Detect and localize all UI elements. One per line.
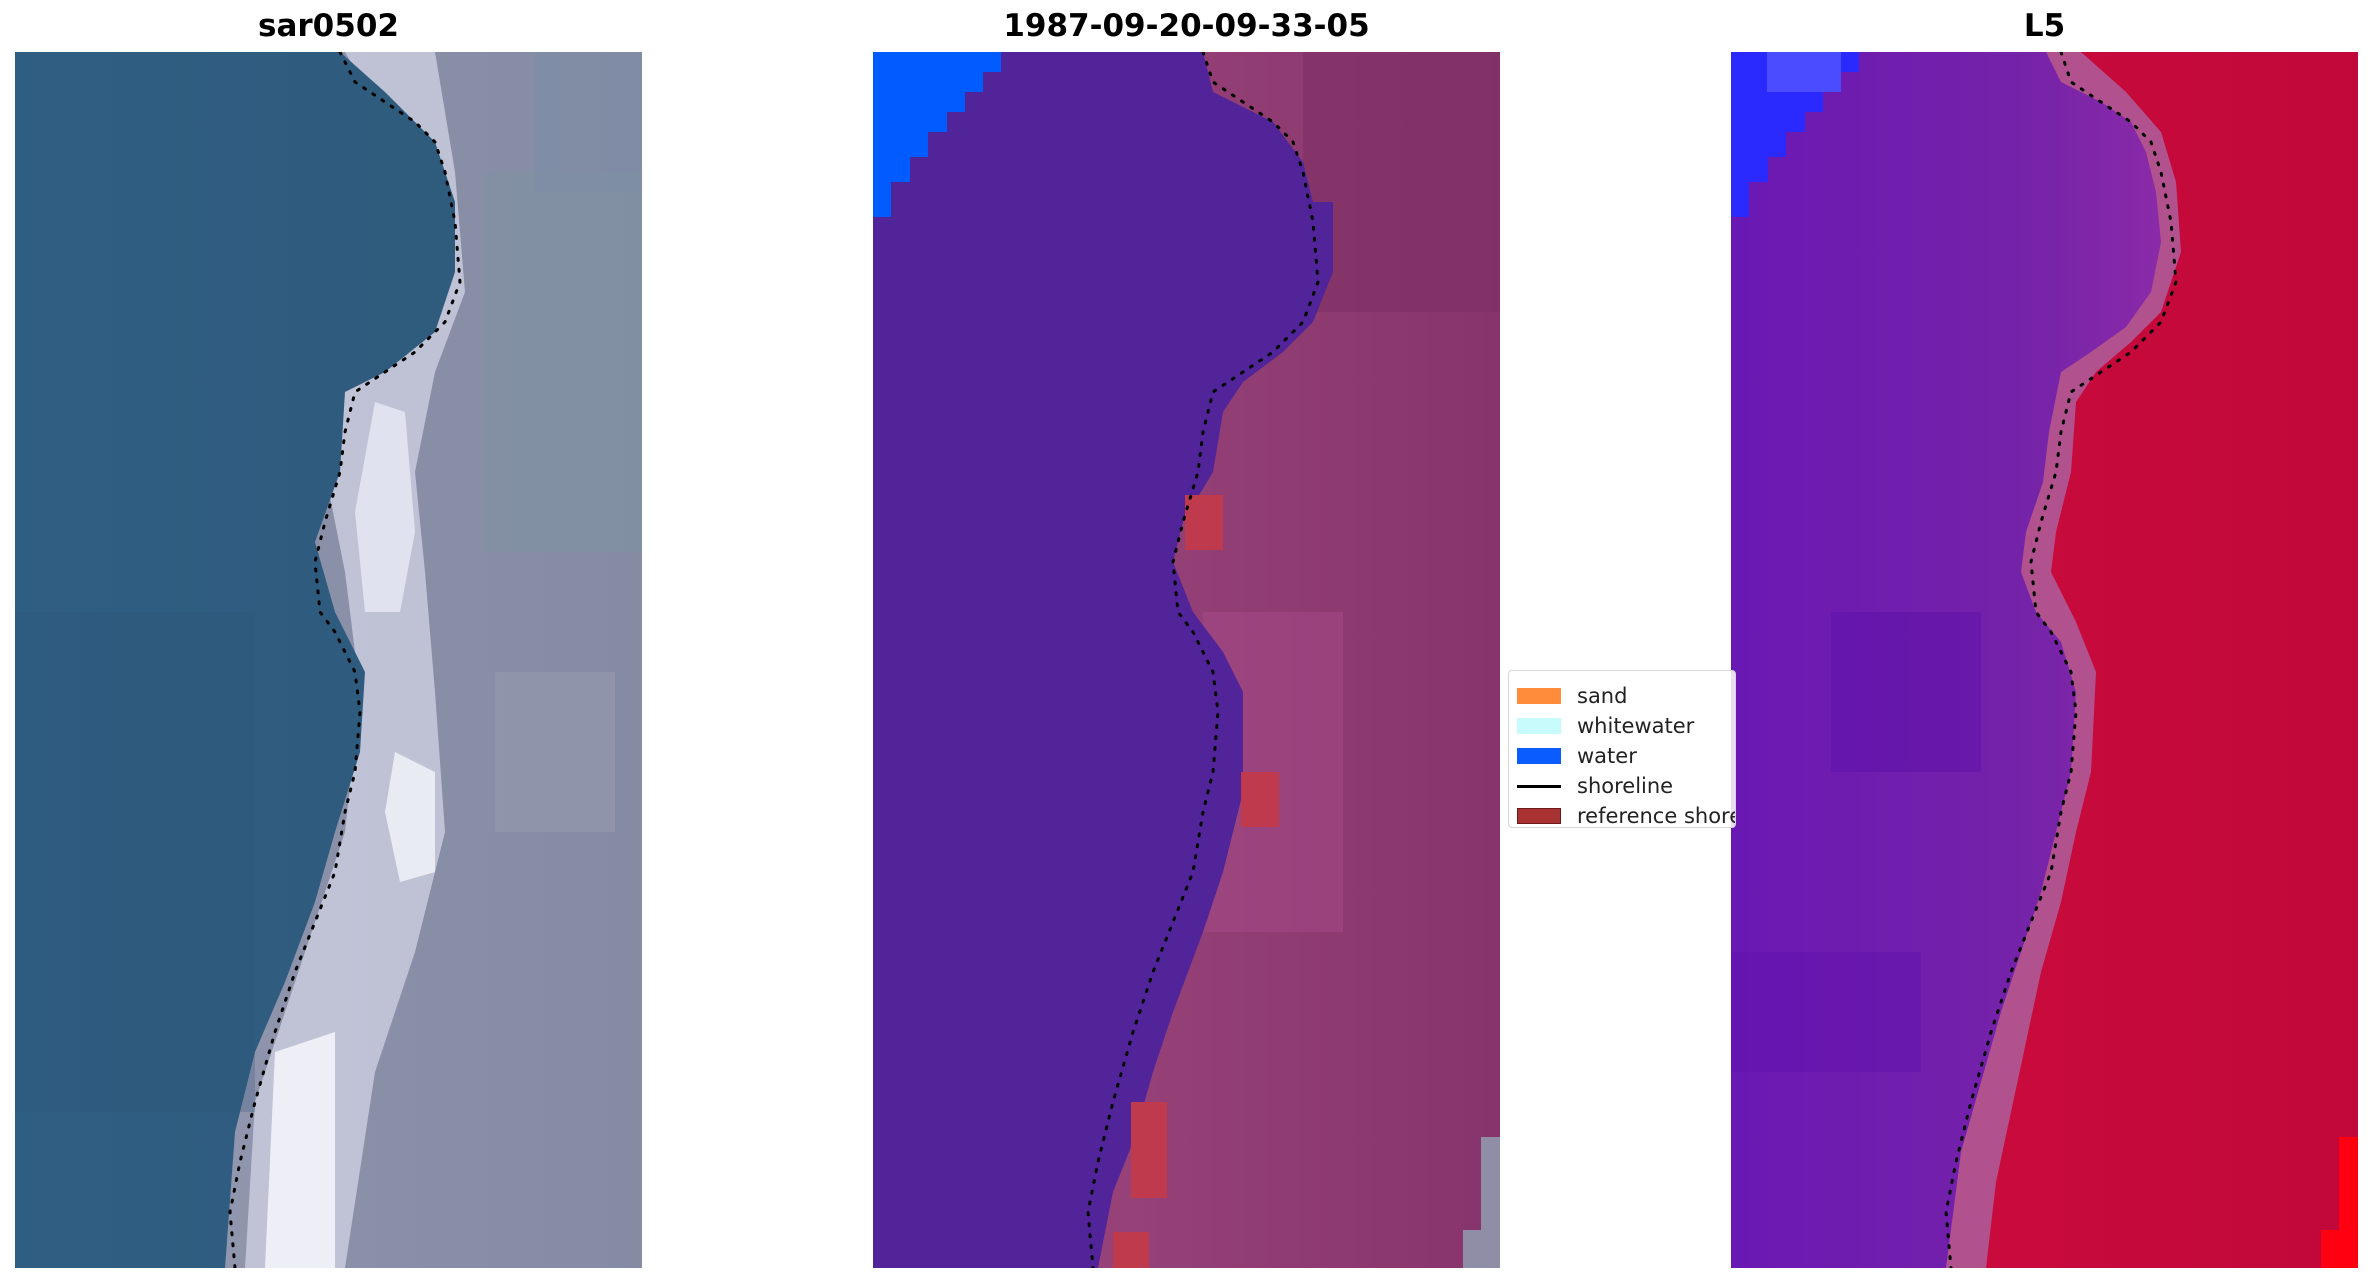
legend-item-water: water (1517, 741, 1735, 771)
index-blue-highlight (1767, 52, 1841, 92)
classified-image-panel (873, 52, 1500, 1268)
classified-image (873, 52, 1500, 1268)
rgb-image-panel (15, 52, 642, 1268)
rgb-surf-band (245, 52, 465, 1268)
reference-shoreline-patch (1113, 1232, 1149, 1268)
classified-land-patch (1303, 52, 1500, 312)
legend-swatch-reference-shoreline (1517, 808, 1561, 824)
legend-label: sand (1577, 684, 1628, 708)
rgb-surf-highlight (385, 752, 435, 882)
index-water-shade (1831, 612, 1981, 772)
legend-swatch-water (1517, 748, 1561, 764)
reference-shoreline-patch (1131, 1102, 1167, 1198)
rgb-image (15, 52, 642, 1268)
legend-swatch-sand (1517, 688, 1561, 704)
classified-water-area (873, 52, 1333, 1268)
classified-water-class (873, 52, 1001, 217)
rgb-water-shade (15, 612, 255, 1112)
panel-title-rgb: sar0502 (258, 8, 399, 44)
index-red-pixels (2321, 1137, 2358, 1268)
rgb-surf-highlight (265, 1032, 335, 1268)
index-image (1731, 52, 2358, 1268)
classified-gray-pixels (1463, 1137, 1500, 1268)
rgb-land-patch (495, 672, 615, 832)
legend-item-sand: sand (1517, 681, 1735, 711)
index-shoreline (1944, 52, 2178, 1268)
legend-item-shoreline: shoreline (1517, 771, 1735, 801)
index-blue-area (1731, 52, 1859, 217)
legend-label: shoreline (1577, 774, 1674, 798)
legend-item-whitewater: whitewater (1517, 711, 1735, 741)
panel-title-classified: 1987-09-20-09-33-05 (1003, 8, 1370, 44)
legend-label: whitewater (1577, 714, 1695, 738)
legend-label: reference shoreline (1577, 804, 1735, 828)
legend: sand whitewater water shoreline referenc… (1508, 670, 1736, 828)
rgb-land-patch (485, 172, 642, 552)
reference-shoreline-patch (1185, 495, 1223, 550)
classified-shoreline (1086, 52, 1320, 1268)
rgb-water-area (15, 52, 455, 1268)
legend-label: water (1577, 744, 1637, 768)
panel-title-index: L5 (2023, 8, 2066, 44)
legend-swatch-whitewater (1517, 718, 1561, 734)
rgb-surf-highlight (355, 402, 415, 612)
legend-line-shoreline (1517, 784, 1561, 788)
reference-shoreline-patch (1241, 772, 1279, 827)
index-image-panel (1731, 52, 2358, 1268)
rgb-land-patch (535, 52, 642, 192)
legend-item-reference-shoreline: reference shoreline (1517, 801, 1735, 828)
index-water-area (1731, 52, 2161, 1268)
index-water-shade (1731, 952, 1921, 1072)
